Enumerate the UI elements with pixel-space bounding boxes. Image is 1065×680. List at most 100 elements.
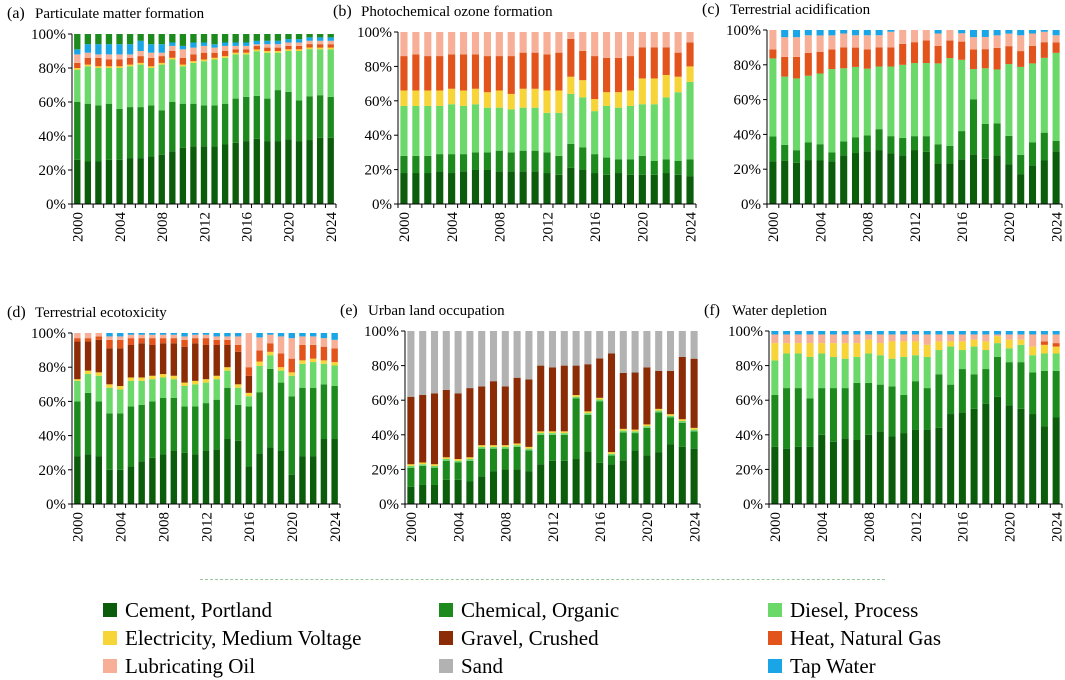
- bar-segment: [126, 54, 134, 58]
- bar-segment: [806, 334, 814, 344]
- bar-segment: [267, 343, 274, 352]
- bar-segment: [170, 397, 178, 451]
- bar-segment: [224, 336, 231, 340]
- bar-segment: [148, 156, 155, 204]
- bar-segment: [1005, 334, 1013, 340]
- bar-segment: [117, 336, 124, 340]
- bar-segment: [584, 451, 592, 504]
- bar-segment: [865, 382, 873, 435]
- bar-segment: [331, 348, 338, 363]
- bar-segment: [95, 375, 103, 402]
- y-tick-label: 60%: [736, 393, 764, 409]
- bar-segment: [264, 98, 271, 142]
- bar-segment: [74, 338, 81, 342]
- y-tick-label: 80%: [734, 58, 762, 74]
- bar-segment: [806, 331, 814, 335]
- bar-segment: [137, 64, 144, 108]
- bar-segment: [245, 396, 253, 407]
- bar-segment: [232, 45, 239, 50]
- bar-segment: [1052, 343, 1060, 347]
- bar-segment: [560, 460, 568, 504]
- bar-segment: [74, 379, 81, 381]
- bar-segment: [264, 44, 271, 48]
- bar-segment: [851, 153, 860, 204]
- bar-segment: [309, 336, 317, 345]
- bar-segment: [331, 386, 338, 440]
- chart-panel-2: 0% 20% 40% 60% 80% 100% 2000 2004 2008 2012 2016 20…: [333, 3, 699, 242]
- bar-segment: [969, 69, 978, 100]
- bar-segment: [958, 334, 966, 342]
- bar-segment: [531, 107, 539, 151]
- bar-segment: [243, 141, 250, 204]
- bar-segment: [596, 399, 604, 402]
- bar-segment: [794, 446, 802, 504]
- bar-segment: [678, 446, 686, 504]
- bar-segment: [958, 341, 966, 351]
- y-tick-label: 100%: [728, 324, 763, 340]
- bar-segment: [95, 333, 103, 337]
- bar-segment: [400, 173, 408, 204]
- bar-segment: [483, 107, 491, 153]
- bar-segment: [771, 395, 779, 447]
- legend-swatch-chemical: [439, 603, 453, 617]
- bar-segment: [958, 412, 966, 504]
- bar-segment: [436, 90, 444, 106]
- bar-segment: [922, 40, 930, 64]
- bar-segment: [666, 331, 675, 371]
- bar-segment: [295, 34, 303, 40]
- bar-segment: [221, 45, 229, 51]
- bar-segment: [169, 51, 176, 58]
- bar-segment: [234, 440, 242, 504]
- bar-segment: [149, 375, 156, 380]
- x-tick-label: 2012: [540, 212, 556, 242]
- bar-segment: [607, 455, 616, 465]
- bar-segment: [1017, 35, 1025, 52]
- bar-segment: [1028, 142, 1037, 166]
- bar-segment: [179, 64, 187, 67]
- bar-segment: [543, 112, 551, 153]
- bar-segment: [232, 34, 239, 43]
- bar-segment: [495, 150, 503, 172]
- panel-label: (f): [704, 302, 720, 319]
- bar-segment: [603, 32, 611, 58]
- bar-segment: [274, 47, 282, 51]
- bar-segment: [607, 331, 616, 354]
- bar-segment: [105, 66, 113, 68]
- bar-segment: [543, 173, 551, 204]
- x-tick-label: 2004: [815, 512, 831, 543]
- bar-segment: [400, 56, 408, 91]
- bar-segment: [555, 112, 563, 156]
- bar-segment: [1040, 353, 1048, 371]
- x-tick-label: 2012: [909, 512, 925, 542]
- bar-segment: [424, 32, 432, 57]
- bar-segment: [127, 380, 135, 407]
- bar-segment: [430, 331, 439, 394]
- bar-segment: [1040, 334, 1048, 342]
- bar-segment: [981, 36, 989, 50]
- legend-item-tap-water: Tap Water: [768, 653, 876, 679]
- x-tick-label: 2000: [397, 212, 413, 242]
- bar-segment: [935, 374, 943, 428]
- legend-swatch-electricity: [103, 631, 117, 645]
- bar-segment: [840, 68, 848, 142]
- bar-segment: [828, 35, 836, 50]
- bar-segment: [116, 66, 123, 68]
- bar-segment: [603, 157, 611, 175]
- bar-segment: [221, 34, 229, 43]
- bar-segment: [213, 339, 220, 345]
- bar-segment: [105, 68, 113, 104]
- bar-segment: [138, 461, 145, 504]
- y-tick-label: 40%: [39, 429, 67, 445]
- bar-segment: [923, 334, 931, 345]
- bar-segment: [638, 174, 646, 204]
- bar-segment: [900, 356, 908, 396]
- bar-segment: [285, 51, 292, 92]
- bar-segment: [792, 30, 801, 38]
- bar-segment: [327, 40, 334, 45]
- y-tick-label: 0%: [741, 197, 761, 213]
- bar-segment: [922, 151, 930, 204]
- bar-segment: [638, 104, 646, 156]
- bar-segment: [841, 358, 849, 389]
- bar-segment: [650, 104, 658, 161]
- bar-segment: [686, 32, 694, 43]
